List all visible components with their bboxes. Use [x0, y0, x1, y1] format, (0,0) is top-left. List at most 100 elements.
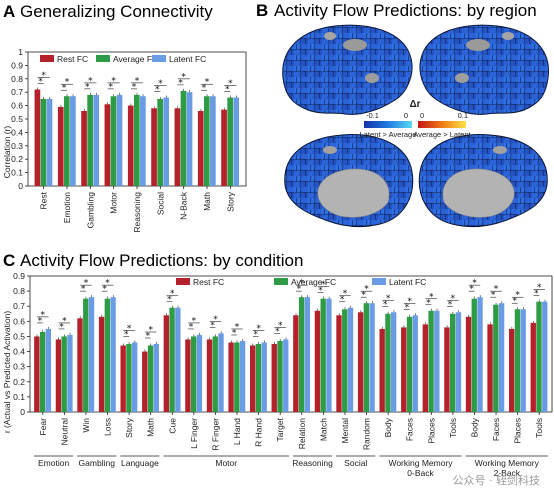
legend-swatch: [372, 278, 386, 285]
bar-average-fc: [104, 298, 111, 412]
y-tick-label: 0: [20, 407, 25, 417]
y-tick-label: 0.4: [11, 127, 23, 137]
bar-average-fc: [157, 98, 163, 186]
bar-latent-fc: [110, 297, 116, 412]
bar-latent-fc: [520, 309, 526, 412]
bar-latent-fc: [283, 339, 289, 412]
significance-star: *: [124, 330, 129, 340]
bar-average-fc: [212, 336, 218, 412]
x-tick-label: Win: [81, 418, 91, 433]
colorbar-left-max: 0: [404, 111, 408, 120]
panel-a-title: Generalizing Connectivity: [20, 2, 213, 21]
bar-rest-fc: [197, 110, 204, 186]
significance-star: *: [469, 285, 474, 295]
bar-rest-fc: [151, 108, 157, 186]
bar-latent-fc: [70, 96, 76, 186]
x-tick-label: Rest: [39, 191, 49, 209]
group-label: 0-Back: [407, 468, 434, 478]
y-tick-label: 0.9: [13, 271, 25, 281]
bar-rest-fc: [357, 312, 364, 412]
brain-right-lateral-view: [419, 24, 549, 115]
bar-latent-fc: [498, 303, 505, 412]
bar-latent-fc: [326, 298, 332, 412]
group-label: 2-Back: [494, 468, 521, 478]
significance-star: *: [135, 76, 140, 86]
bar-rest-fc: [77, 318, 83, 412]
x-tick-label: Loss: [103, 418, 113, 436]
significance-star: *: [253, 330, 258, 340]
bar-latent-fc: [175, 307, 181, 412]
x-tick-label: Mental: [340, 418, 350, 444]
bar-average-fc: [110, 96, 117, 186]
significance-star: *: [62, 84, 67, 94]
legend-label: Latent FC: [389, 277, 426, 287]
significance-star: *: [448, 300, 453, 310]
significance-star: *: [318, 286, 323, 296]
legend-label: Rest FC: [193, 277, 224, 287]
y-tick-label: 0.8: [11, 74, 23, 84]
bar-latent-fc: [218, 333, 224, 412]
y-tick-label: 0.1: [13, 392, 25, 402]
bar-latent-fc: [67, 334, 73, 412]
bar-average-fc: [471, 298, 477, 412]
significance-star: *: [38, 316, 43, 326]
significance-star: *: [59, 322, 64, 332]
panel-a-letter: A: [3, 2, 15, 21]
colorbar-left-label: Latent > Average: [360, 130, 417, 139]
x-tick-label: Places: [513, 418, 523, 444]
bar-rest-fc: [379, 328, 385, 412]
significance-star: *: [451, 294, 456, 304]
significance-star: *: [472, 279, 477, 289]
colorbar-right-max: 0.1: [458, 111, 468, 120]
significance-star: *: [537, 283, 542, 293]
legend-label: Average FC: [291, 277, 336, 287]
x-tick-label: Match: [318, 418, 328, 441]
colorbar-blue-scale: [364, 121, 412, 128]
significance-star: *: [167, 295, 172, 305]
x-tick-label: Gambling: [85, 192, 95, 229]
x-tick-label: Neutral: [59, 418, 69, 446]
x-tick-label: Fear: [38, 418, 48, 436]
y-tick-label: 0.2: [13, 377, 25, 387]
bar-rest-fc: [174, 108, 181, 186]
x-tick-label: Motor: [109, 192, 119, 214]
bar-rest-fc: [422, 324, 429, 412]
bar-average-fc: [449, 313, 456, 412]
group-label: Motor: [215, 458, 237, 468]
group-label: Working Memory: [388, 458, 453, 468]
bar-average-fc: [277, 340, 283, 412]
bar-latent-fc: [455, 312, 462, 412]
significance-star: *: [102, 285, 107, 295]
x-tick-label: Cue: [167, 418, 177, 434]
bar-rest-fc: [444, 327, 450, 412]
significance-star: *: [105, 279, 110, 289]
bar-rest-fc: [127, 105, 134, 186]
bar-average-fc: [255, 344, 262, 412]
x-tick-label: R Hand: [254, 418, 264, 447]
panel-c-bar-chart: 00.10.20.30.40.50.60.70.80.9**Fear**Neut…: [13, 271, 553, 478]
bar-rest-fc: [249, 345, 256, 412]
y-tick-label: 0.8: [13, 286, 25, 296]
bar-latent-fc: [93, 94, 100, 186]
group-label: Language: [121, 458, 159, 468]
bar-average-fc: [63, 96, 70, 186]
brain-right-medial-view: [418, 134, 548, 228]
x-tick-label: Tools: [534, 418, 544, 438]
bar-latent-fc: [369, 303, 375, 412]
bar-rest-fc: [314, 310, 321, 412]
significance-star: *: [491, 291, 496, 301]
group-label: Reasoning: [292, 458, 333, 468]
significance-star: *: [383, 300, 388, 310]
bar-average-fc: [190, 336, 197, 412]
significance-star: *: [225, 85, 230, 95]
panel-a-y-axis-label: Correlation (r): [2, 126, 12, 179]
x-tick-label: Reasoning: [132, 192, 142, 233]
bar-rest-fc: [34, 336, 40, 412]
significance-star: *: [65, 78, 70, 88]
bar-latent-fc: [233, 97, 240, 186]
bar-latent-fc: [542, 301, 548, 412]
panel-a: A Generalizing Connectivity Correlation …: [2, 2, 247, 233]
significance-star: *: [111, 76, 116, 86]
panel-c-letter: C: [3, 251, 15, 270]
